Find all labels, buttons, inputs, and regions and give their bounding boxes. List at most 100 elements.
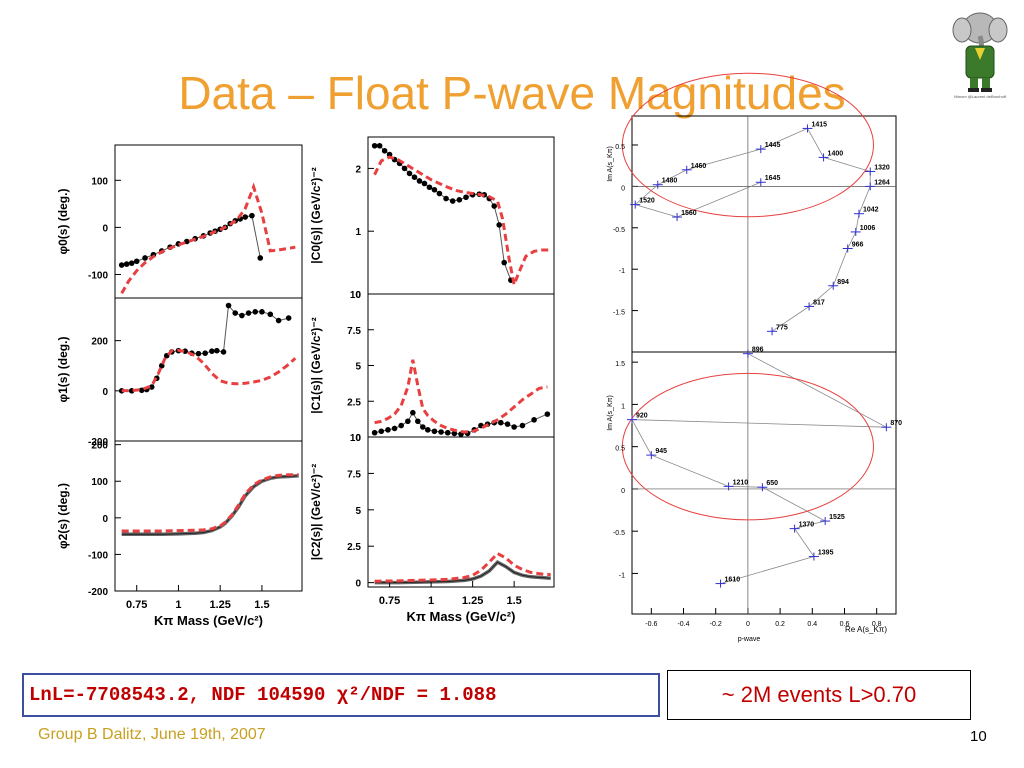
argand-point-label: 1525: [829, 514, 845, 521]
model-curve-phi2: [121, 473, 299, 533]
data-point-C0: [381, 148, 388, 154]
x-tick-label: 0.2: [775, 621, 785, 628]
data-point-C0: [436, 190, 443, 197]
panel-caption: p-wave: [738, 636, 761, 643]
x-tick-label: 1.5: [254, 599, 269, 611]
panel-frame-C2: [367, 436, 555, 588]
y-tick-label: -100: [88, 550, 108, 561]
data-point-phi1: [232, 310, 239, 316]
data-point-phi1: [252, 308, 259, 315]
data-point-C0: [496, 222, 502, 228]
x-tick-label: 1.5: [506, 595, 521, 607]
unitarity-circle-argand_p_wave: [621, 372, 874, 521]
argand-point-label: 1520: [639, 198, 655, 205]
data-point-C0: [416, 178, 423, 184]
model-curve-phi1: [121, 348, 297, 393]
data-point-C1: [410, 409, 416, 416]
data-point-phi0: [249, 212, 255, 219]
logo-caption: Nimom @Laurent deBrunhoff: [954, 94, 1007, 99]
data-point-C0: [491, 203, 498, 209]
data-point-C1: [544, 411, 551, 417]
chart-marks: [118, 72, 892, 588]
panel-frame-argand_s_wave: [631, 115, 897, 353]
data-point-C1: [415, 418, 421, 425]
data-line-C0: [374, 145, 512, 281]
data-band-phi2: [121, 474, 299, 537]
argand-point-label: 1042: [863, 207, 879, 214]
y-tick-label: 10: [350, 290, 362, 301]
data-point-C1: [420, 424, 426, 430]
data-point-phi1: [195, 350, 202, 357]
panel-frame-C1: [367, 293, 555, 438]
argand-point-label: 1460: [691, 163, 707, 170]
data-point-C0: [376, 142, 383, 149]
x-tick-label: 0: [746, 621, 750, 628]
panel-frames: [114, 115, 897, 615]
argand-point-label: 1645: [765, 175, 781, 182]
x-tick-label: 1.25: [462, 595, 483, 607]
y-tick-label: 5: [355, 362, 361, 373]
y-tick-label: 0: [355, 290, 361, 301]
data-point-phi0: [133, 258, 140, 265]
data-point-C1: [531, 417, 537, 423]
y-axis-label: Im A(s_Kπ): [607, 395, 614, 431]
events-box: ~ 2M events L>0.70: [667, 670, 971, 720]
x-tick-label: 0.8: [872, 621, 882, 628]
y-tick-label: 0: [355, 579, 361, 590]
argand-point-label: 896: [752, 347, 764, 354]
y-tick-label: 1.5: [615, 361, 625, 368]
data-point-phi1: [148, 384, 155, 390]
data-point-phi1: [285, 315, 292, 321]
x-tick-label: 1: [428, 595, 434, 607]
data-point-phi1: [220, 349, 227, 355]
x-tick-label: 0.6: [840, 621, 850, 628]
data-point-phi0: [242, 214, 249, 220]
y-tick-label: 1: [355, 227, 361, 238]
data-line-phi2: [121, 475, 299, 535]
y-tick-label: 0: [355, 433, 361, 444]
unitarity-circle-argand_s_wave: [621, 72, 874, 218]
y-axis-label: |C0(s)| (GeV/c²)⁻²: [309, 167, 323, 263]
data-point-C0: [401, 165, 408, 172]
y-tick-label: 2: [355, 164, 361, 175]
x-tick-label: 1: [175, 599, 181, 611]
y-tick-label: 0.5: [615, 144, 625, 151]
data-point-phi0: [118, 262, 125, 268]
data-point-phi1: [239, 312, 245, 319]
argand-point-label: 1445: [765, 142, 781, 149]
model-curve-C2: [374, 551, 551, 583]
y-tick-label: 7.5: [347, 326, 361, 337]
data-point-phi1: [245, 310, 252, 316]
y-tick-label: 10: [350, 433, 362, 444]
data-point-C0: [501, 259, 507, 266]
data-point-C1: [405, 418, 411, 425]
panel-frame-phi2: [114, 440, 303, 592]
argand-point-label: 817: [813, 299, 825, 306]
footer-text: Group B Dalitz, June 19th, 2007: [38, 726, 266, 743]
argand-point-label: 1006: [860, 225, 876, 232]
data-point-C1: [385, 427, 391, 433]
y-tick-label: 2.5: [347, 397, 361, 408]
data-point-C1: [511, 424, 517, 430]
y-axis-label: Im A(s_Kπ): [607, 146, 614, 182]
argand-point-label: 945: [655, 448, 667, 455]
data-point-C1: [431, 428, 438, 435]
argand-trajectory-argand_p_wave: [631, 353, 887, 584]
argand-point-label: 1480: [662, 178, 678, 185]
argand-trajectory-argand_s_wave: [634, 127, 871, 332]
panel-frame-phi0: [114, 144, 303, 299]
data-point-phi0: [257, 255, 264, 261]
model-curve-C0: [373, 155, 551, 290]
data-band-C2: [374, 560, 551, 585]
x-axis-label: Re A(s_Kπ): [845, 625, 887, 634]
x-axis-label: Kπ Mass (GeV/c²): [407, 609, 516, 624]
y-tick-label: 5: [355, 506, 361, 517]
data-point-phi1: [214, 347, 220, 354]
data-point-phi1: [225, 302, 232, 309]
data-point-C1: [371, 429, 378, 436]
data-point-phi1: [202, 350, 208, 356]
y-tick-label: 200: [91, 337, 108, 348]
y-axis-label: |C1(s)| (GeV/c²)⁻²: [309, 317, 323, 413]
